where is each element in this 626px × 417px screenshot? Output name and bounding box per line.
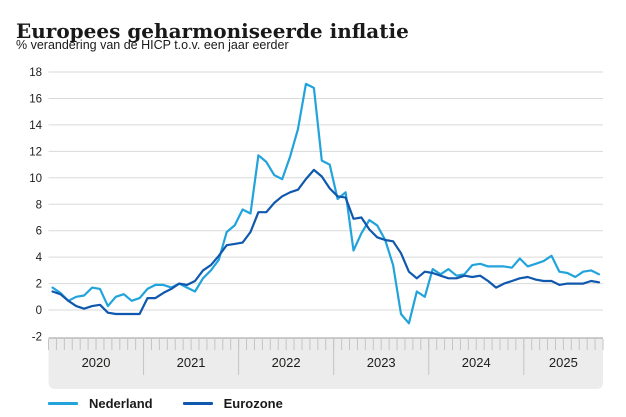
- year-label: 2021: [177, 355, 206, 370]
- year-label: 2020: [82, 355, 111, 370]
- nederland-line-swatch: [48, 402, 78, 405]
- y-tick-label: 0: [36, 305, 42, 317]
- y-tick-label: 12: [29, 146, 42, 158]
- year-label: 2024: [462, 355, 491, 370]
- legend-item-eurozone: Eurozone: [182, 396, 283, 411]
- legend-item-nederland: Nederland: [48, 396, 153, 411]
- chart-title: Europees geharmoniseerde inflatie: [16, 19, 409, 44]
- y-tick-label: 8: [36, 199, 42, 211]
- nederland-line: [51, 82, 601, 325]
- y-tick-label: 6: [36, 226, 42, 238]
- y-tick-label: 14: [29, 120, 42, 132]
- chart-subtitle: % verandering van de HICP t.o.v. een jaa…: [16, 38, 289, 52]
- x-axis-band: [48, 337, 604, 389]
- y-tick-label: 10: [29, 173, 42, 185]
- legend-label-nederland: Nederland: [89, 396, 153, 411]
- year-label: 2025: [549, 355, 578, 370]
- y-tick-label: -2: [32, 332, 42, 344]
- year-label: 2023: [367, 355, 396, 370]
- y-tick-label: 2: [36, 279, 42, 291]
- legend-label-eurozone: Eurozone: [223, 396, 283, 411]
- y-tick-label: 18: [29, 67, 42, 79]
- year-label: 2022: [272, 355, 301, 370]
- eurozone-line: [51, 168, 601, 316]
- y-axis-labels: 18 16 14 12 10 8 6 4 2 0 -2: [29, 67, 42, 344]
- gridlines: [48, 71, 603, 311]
- y-tick-label: 16: [29, 93, 42, 105]
- chart-legend: Nederland Eurozone: [48, 396, 283, 411]
- y-tick-label: 4: [36, 252, 43, 264]
- x-axis-band-bg: [48, 338, 603, 389]
- eurozone-line-swatch: [182, 402, 213, 405]
- year-labels: 2020 2021 2022 2023 2024 2025: [82, 355, 578, 370]
